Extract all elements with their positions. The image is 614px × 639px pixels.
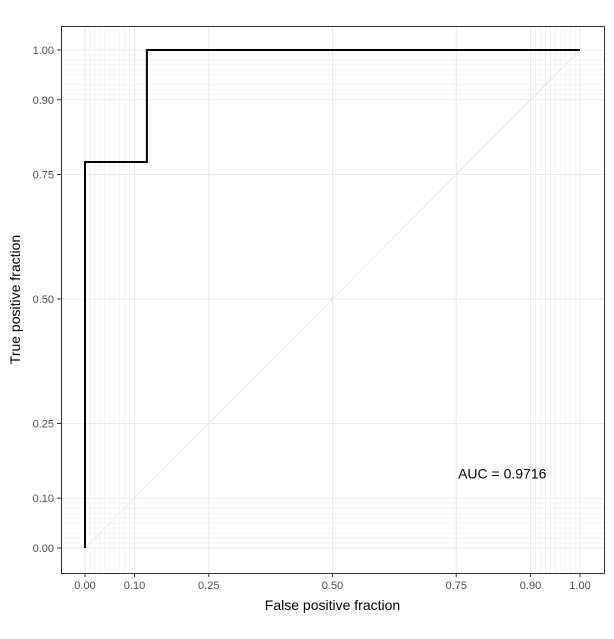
x-axis-title: False positive fraction: [265, 597, 400, 613]
roc-curve-line: [84, 49, 580, 548]
x-tick-label: 1.00: [569, 580, 590, 592]
x-tick-label: 0.90: [520, 580, 541, 592]
y-tick-label: 0.75: [33, 170, 54, 182]
x-tick-label: 0.50: [322, 580, 343, 592]
x-tick-label: 0.25: [198, 580, 219, 592]
x-tick-label: 0.00: [74, 580, 95, 592]
x-tick-label: 0.10: [124, 580, 145, 592]
y-axis-title: True positive fraction: [7, 235, 23, 364]
auc-annotation: AUC = 0.9716: [458, 465, 547, 481]
x-axis-ticks: 0.00 0.10 0.25 0.50 0.75 0.90 1.00: [74, 573, 591, 592]
y-tick-label: 1.00: [33, 45, 54, 57]
y-tick-label: 0.50: [33, 294, 54, 306]
y-tick-label: 0.00: [33, 543, 54, 555]
x-tick-label: 0.75: [446, 580, 467, 592]
y-axis-ticks: 0.00 0.10 0.25 0.50 0.75 0.90 1.00: [33, 45, 61, 555]
grid: [61, 26, 604, 573]
y-tick-label: 0.25: [33, 419, 54, 431]
y-tick-label: 0.90: [33, 95, 54, 107]
reference-diagonal-line: [84, 49, 581, 549]
y-tick-label: 0.10: [33, 493, 54, 505]
